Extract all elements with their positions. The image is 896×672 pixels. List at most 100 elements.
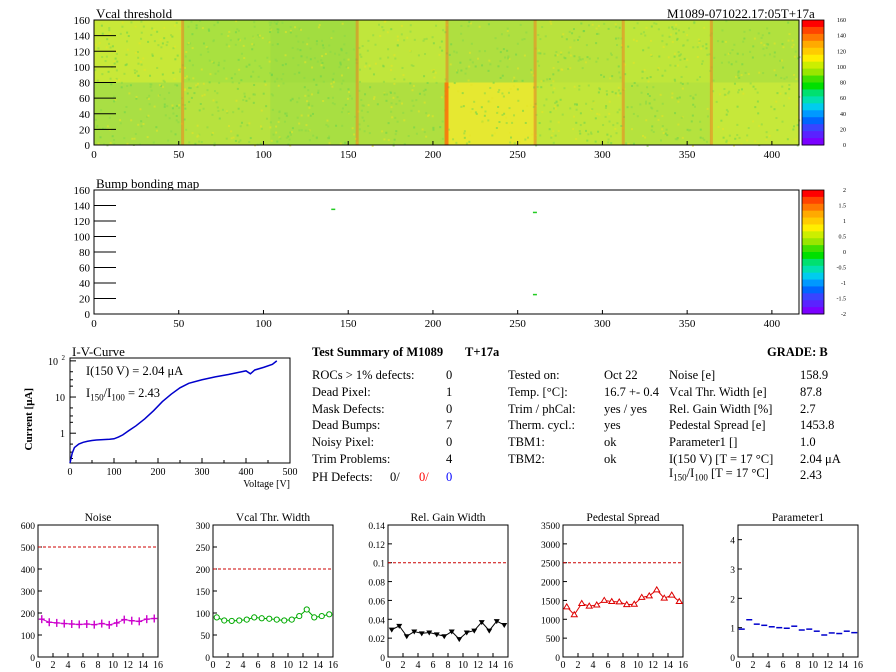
map-pixel: [462, 92, 464, 94]
map-pixel: [606, 134, 608, 136]
map-pixel: [642, 135, 644, 137]
data-point: [319, 613, 324, 618]
map-pixel: [298, 72, 300, 74]
map-pixel: [723, 88, 725, 90]
map-pixel: [433, 76, 435, 78]
map-pixel: [218, 82, 220, 84]
map-pixel: [157, 44, 159, 46]
y-tick-label: 150: [196, 588, 211, 598]
map-pixel: [567, 68, 569, 70]
x-tick-label: 10: [283, 660, 293, 671]
map-pixel: [160, 38, 162, 40]
map-pixel: [235, 140, 237, 142]
map-pixel: [531, 133, 533, 135]
summary-title: Test Summary of M1089: [312, 345, 443, 360]
map-pixel: [578, 56, 580, 58]
palette-tick-label: 1.5: [839, 204, 847, 210]
y-tick-label: 40: [79, 109, 91, 121]
map-pixel: [783, 105, 785, 107]
map-pixel: [128, 92, 130, 94]
map-pixel: [342, 23, 344, 25]
map-pixel: [562, 114, 564, 116]
map-pixel: [700, 48, 702, 50]
map-pixel: [351, 98, 353, 100]
plot-frame: [563, 525, 683, 657]
map-pixel: [569, 107, 571, 109]
palette-band: [802, 48, 824, 55]
map-pixel: [656, 110, 658, 112]
map-pixel: [308, 107, 310, 109]
map-pixel: [411, 89, 413, 91]
map-pixel: [503, 96, 505, 98]
map-pixel: [611, 54, 613, 56]
map-pixel: [678, 29, 680, 31]
map-pixel: [758, 72, 760, 74]
map-pixel: [329, 142, 331, 144]
map-pixel: [218, 62, 220, 64]
summary-left-label: Trim Problems:: [312, 452, 390, 467]
map-pixel: [774, 56, 776, 58]
map-pixel: [758, 125, 760, 127]
map-pixel: [155, 126, 157, 128]
map-pixel: [273, 134, 275, 136]
x-tick-label: 250: [509, 149, 526, 161]
map-pixel: [424, 102, 426, 104]
map-pixel: [128, 35, 130, 37]
map-pixel: [401, 103, 403, 105]
map-pixel: [563, 87, 565, 89]
map-pixel: [410, 110, 412, 112]
map-pixel: [116, 69, 118, 71]
map-pixel: [497, 106, 499, 108]
map-pixel: [359, 81, 361, 83]
palette-band: [802, 286, 824, 293]
map-pixel: [468, 66, 470, 68]
map-pixel: [397, 121, 399, 123]
map-pixel: [217, 106, 219, 108]
map-pixel: [250, 137, 252, 139]
x-tick-label: 0: [68, 467, 73, 478]
map-pixel: [259, 35, 261, 37]
summary-right-value: 1.0: [800, 435, 816, 450]
map-pixel: [149, 75, 151, 77]
map-pixel: [297, 117, 299, 119]
map-pixel: [318, 26, 320, 28]
map-pixel: [391, 65, 393, 67]
map-pixel: [507, 28, 509, 30]
map-pixel: [674, 80, 676, 82]
roc-edge: [356, 20, 359, 145]
map-pixel: [524, 38, 526, 40]
palette-band: [802, 252, 824, 259]
map-pixel: [508, 92, 510, 94]
map-pixel: [442, 120, 444, 122]
summary-middle-value: 16.7 +- 0.4: [604, 385, 659, 400]
map-pixel: [743, 31, 745, 33]
map-pixel: [232, 111, 234, 113]
palette-band: [802, 124, 824, 131]
map-pixel: [241, 53, 243, 55]
summary-right-label: Pedestal Spread [e]: [669, 418, 766, 433]
map-pixel: [505, 117, 507, 119]
map-pixel: [136, 96, 138, 98]
map-pixel: [311, 93, 313, 95]
map-pixel: [391, 102, 393, 104]
map-pixel: [513, 85, 515, 87]
map-pixel: [313, 79, 315, 81]
palette-tick-label: 20: [840, 127, 846, 133]
map-pixel: [757, 92, 759, 94]
map-pixel: [727, 110, 729, 112]
map-pixel: [317, 90, 319, 92]
map-pixel: [188, 141, 190, 143]
map-pixel: [203, 83, 205, 85]
map-pixel: [543, 53, 545, 55]
x-tick-label: 150: [340, 149, 357, 161]
map-pixel: [592, 100, 594, 102]
map-pixel: [757, 112, 759, 114]
map-pixel: [125, 106, 127, 108]
map-pixel: [359, 128, 361, 130]
map-pixel: [277, 31, 279, 33]
map-pixel: [364, 93, 366, 95]
map-pixel: [463, 132, 465, 134]
y-tick-label: 100: [74, 62, 91, 74]
map-pixel: [314, 57, 316, 59]
map-pixel: [720, 120, 722, 122]
